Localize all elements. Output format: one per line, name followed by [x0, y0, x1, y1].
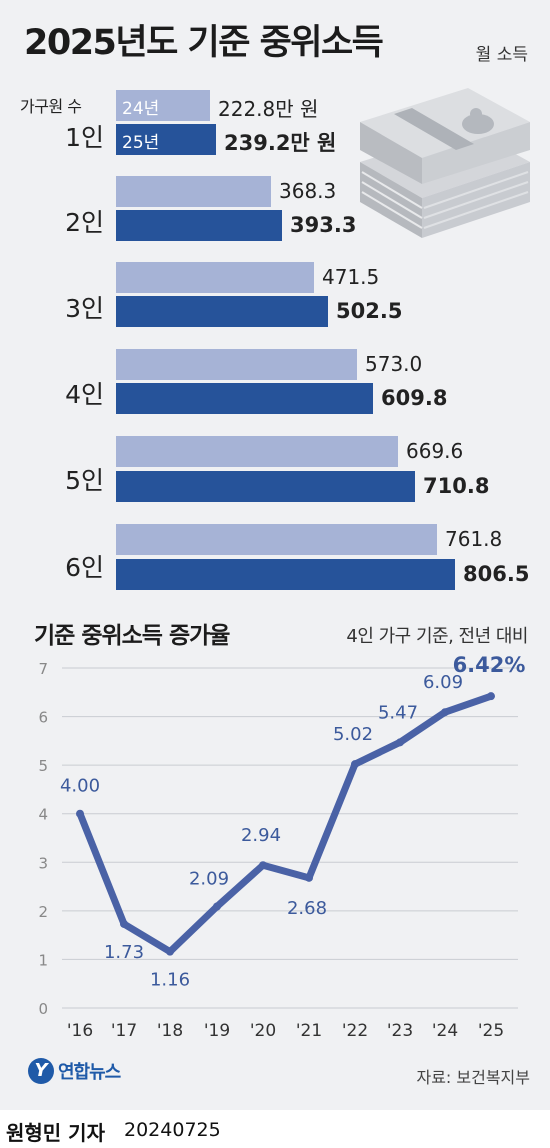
bar-value-2024: 669.6: [406, 439, 464, 463]
x-tick-label: '21: [296, 1021, 322, 1041]
bar-2025: 25년: [116, 124, 216, 155]
data-label: 5.02: [333, 724, 373, 745]
bar-2025: [116, 471, 415, 502]
data-point: [487, 692, 495, 701]
y-tick-label: 6: [38, 709, 48, 727]
chart-title: 2025년도 기준 중위소득: [24, 23, 384, 63]
source-label: 자료: 보건복지부: [416, 1068, 530, 1087]
line-chart-title: 기준 중위소득 증가율: [34, 623, 230, 649]
data-point: [441, 708, 449, 717]
data-point: [76, 809, 84, 818]
bar-2025: [116, 210, 282, 241]
bar-label: 2인: [65, 208, 104, 237]
data-point: [259, 861, 267, 870]
yonhap-logo: Y 연합뉴스: [28, 1058, 121, 1084]
data-label: 6.09: [423, 672, 463, 693]
x-tick-label: '25: [478, 1021, 504, 1041]
bar-value-2025: 239.2만 원: [224, 131, 337, 155]
data-label: 4.00: [60, 776, 100, 797]
bar-value-2024: 222.8만 원: [218, 97, 319, 121]
bar-tag-2024: 24년: [122, 99, 160, 119]
x-tick-label: '24: [432, 1021, 458, 1041]
publish-date: 20240725: [124, 1119, 221, 1141]
y-tick-layer: 0 1 2 3 4 5 6 7: [38, 660, 48, 1018]
x-tick-label: '18: [157, 1021, 183, 1041]
y-tick-label: 1: [38, 951, 48, 969]
data-point: [213, 902, 221, 911]
bar-2024: [116, 349, 357, 380]
data-label: 1.16: [150, 970, 190, 991]
y-tick-label: 0: [38, 1000, 48, 1018]
bar-2025: [116, 296, 328, 327]
y-tick-label: 4: [38, 806, 48, 824]
y-tick-label: 5: [38, 757, 48, 775]
bar-2025: [116, 383, 373, 414]
bar-value-2025: 806.5: [463, 562, 530, 586]
bar-2025: [116, 559, 455, 590]
bar-value-2025: 710.8: [423, 474, 490, 498]
bar-2024: [116, 262, 314, 293]
line-chart-subtitle: 4인 가구 기준, 전년 대비: [346, 626, 528, 647]
bar-label: 5인: [65, 466, 104, 495]
bar-label: 1인: [65, 123, 104, 152]
data-label: 2.09: [189, 868, 229, 889]
x-tick-label: '23: [387, 1021, 413, 1041]
data-point: [396, 738, 404, 747]
bar-label: 3인: [65, 294, 104, 323]
data-label: 5.47: [378, 702, 418, 723]
x-tick-label: '19: [204, 1021, 230, 1041]
bar-2024: 24년: [116, 90, 210, 121]
data-point: [305, 873, 313, 882]
data-label: 2.68: [287, 898, 327, 919]
point-layer: [76, 692, 495, 956]
reporter-name: 원형민 기자: [6, 1121, 105, 1145]
y-tick-label: 2: [38, 903, 48, 921]
credit-bar: 원형민 기자 20240725: [0, 1110, 550, 1148]
label-layer: 4.00 1.73 1.16 2.09 2.94 2.68 5.025.476.096.42…: [60, 653, 525, 990]
x-tick-layer: '16 '17 '18 '19 '20 '21 '22 '23 '24 '25: [67, 1021, 504, 1041]
data-point: [166, 947, 174, 956]
data-label: 1.73: [104, 942, 144, 963]
bar-value-2025: 609.8: [381, 386, 448, 410]
x-tick-label: '16: [67, 1021, 93, 1041]
x-tick-label: '20: [250, 1021, 276, 1041]
unit-label: 월 소득: [475, 45, 528, 65]
money-stack-icon: [360, 88, 530, 238]
logo-text: 연합뉴스: [58, 1062, 121, 1083]
bar-tag-2025: 25년: [122, 133, 160, 153]
bar-2024: [116, 524, 437, 555]
bar-2024: [116, 176, 271, 207]
logo-mark-icon: Y: [28, 1058, 54, 1084]
bar-2024: [116, 436, 398, 467]
bar-value-2024: 368.3: [279, 179, 337, 203]
bar-label: 6인: [65, 553, 104, 582]
bar-value-2024: 761.8: [445, 527, 503, 551]
bar-value-2024: 471.5: [322, 265, 380, 289]
y-tick-label: 7: [38, 660, 48, 678]
data-label: 6.42%: [453, 653, 526, 677]
grid-layer: [62, 667, 518, 1009]
data-point: [351, 760, 359, 769]
household-size-label: 가구원 수: [20, 97, 82, 116]
series-line: [76, 692, 495, 956]
bar-value-2025: 393.3: [290, 213, 357, 237]
x-tick-label: '17: [111, 1021, 137, 1041]
x-tick-label: '22: [342, 1021, 368, 1041]
y-tick-label: 3: [38, 854, 48, 872]
bar-value-2025: 502.5: [336, 299, 403, 323]
bar-label: 4인: [65, 380, 104, 409]
bar-value-2024: 573.0: [365, 352, 423, 376]
data-point: [120, 919, 128, 928]
data-label: 2.94: [241, 825, 281, 846]
